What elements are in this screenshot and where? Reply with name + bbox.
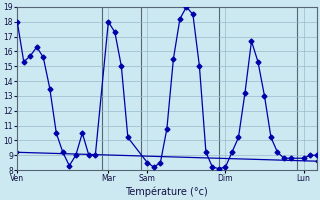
X-axis label: Température (°c): Température (°c): [125, 186, 208, 197]
